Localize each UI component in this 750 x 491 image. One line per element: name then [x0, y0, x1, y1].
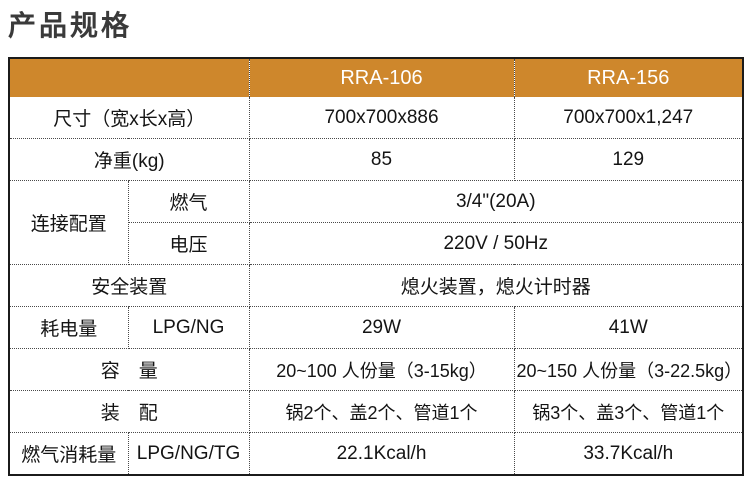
connection-label: 连接配置 — [8, 180, 129, 265]
dimensions-value-rra156: 700x700x1,247 — [513, 96, 744, 139]
table-row-capacity: 容 量 20~100 人份量（3-15kg） 20~150 人份量（3-22.5… — [8, 348, 744, 391]
table-row-connection-gas: 连接配置 燃气 3/4"(20A) — [8, 180, 744, 265]
assembly-value-rra156: 锅3个、盖3个、管道1个 — [513, 390, 744, 433]
assembly-label: 装 配 — [8, 390, 250, 433]
assembly-value-rra106: 锅2个、盖2个、管道1个 — [248, 390, 515, 433]
table-row-assembly: 装 配 锅2个、盖2个、管道1个 锅3个、盖3个、管道1个 — [8, 390, 744, 433]
power-sublabel: LPG/NG — [127, 306, 250, 349]
header-model-rra106: RRA-106 — [248, 57, 515, 97]
product-spec-table: RRA-106 RRA-156 尺寸（宽x长x高） 700x700x886 70… — [8, 57, 744, 476]
table-row-net-weight: 净重(kg) 85 129 — [8, 138, 744, 181]
table-row-safety: 安全装置 熄火装置，熄火计时器 — [8, 264, 744, 307]
net-weight-value-rra106: 85 — [248, 138, 515, 181]
connection-voltage-value: 220V / 50Hz — [248, 222, 744, 265]
power-value-rra156: 41W — [513, 306, 744, 349]
spec-table-body: 尺寸（宽x长x高） 700x700x886 700x700x1,247 净重(k… — [8, 96, 744, 476]
power-label: 耗电量 — [8, 306, 129, 349]
gas-consumption-label: 燃气消耗量 — [8, 432, 129, 476]
header-model-rra156: RRA-156 — [513, 57, 744, 97]
dimensions-label: 尺寸（宽x长x高） — [8, 96, 250, 139]
gas-consumption-value-rra156: 33.7Kcal/h — [513, 432, 744, 476]
power-value-rra106: 29W — [248, 306, 515, 349]
capacity-value-rra106: 20~100 人份量（3-15kg） — [248, 348, 515, 391]
connection-gas-value: 3/4"(20A) — [248, 180, 744, 223]
safety-value: 熄火装置，熄火计时器 — [248, 264, 744, 307]
gas-consumption-value-rra106: 22.1Kcal/h — [248, 432, 515, 476]
net-weight-value-rra156: 129 — [513, 138, 744, 181]
capacity-label: 容 量 — [8, 348, 250, 391]
page-title: 产品规格 — [8, 10, 133, 41]
spec-table-header: RRA-106 RRA-156 — [8, 57, 744, 97]
dimensions-value-rra106: 700x700x886 — [248, 96, 515, 139]
table-row-dimensions: 尺寸（宽x长x高） 700x700x886 700x700x1,247 — [8, 96, 744, 139]
gas-consumption-sublabel: LPG/NG/TG — [127, 432, 250, 476]
net-weight-label: 净重(kg) — [8, 138, 250, 181]
table-row-connection-voltage: 电压 220V / 50Hz — [9, 222, 744, 265]
capacity-value-rra156: 20~150 人份量（3-22.5kg） — [513, 348, 744, 391]
table-row-gas-consumption: 燃气消耗量 LPG/NG/TG 22.1Kcal/h 33.7Kcal/h — [8, 432, 744, 476]
table-row-power: 耗电量 LPG/NG 29W 41W — [8, 306, 744, 349]
header-row: RRA-106 RRA-156 — [8, 57, 744, 97]
connection-gas-label: 燃气 — [127, 180, 250, 223]
safety-label: 安全装置 — [8, 264, 250, 307]
header-empty-cell — [8, 57, 250, 97]
connection-voltage-label: 电压 — [127, 222, 250, 265]
